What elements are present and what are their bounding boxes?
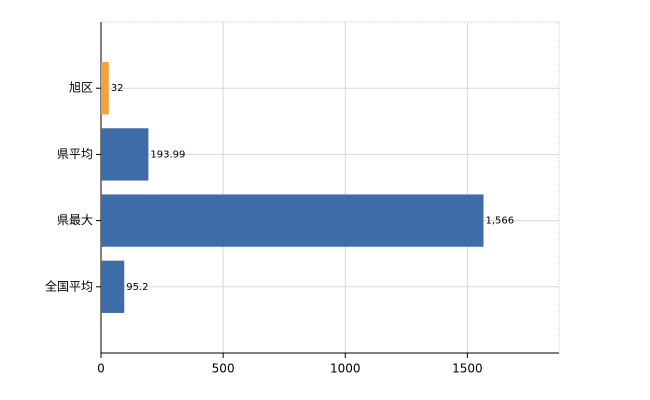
value-label: 1,566	[486, 216, 515, 227]
x-tick-label: 1000	[330, 362, 361, 376]
y-tick-label: 全国平均	[45, 278, 93, 293]
y-tick-label: 旭区	[69, 81, 93, 95]
bar	[101, 260, 125, 313]
bar	[101, 194, 484, 247]
value-label: 32	[111, 83, 124, 94]
x-tick-label: 1500	[452, 362, 483, 376]
value-label: 95.2	[126, 282, 148, 293]
bar	[101, 128, 149, 181]
y-tick-label: 県平均	[57, 147, 93, 161]
x-tick-label: 0	[97, 362, 105, 376]
x-tick-label: 500	[212, 362, 235, 376]
bar	[101, 62, 109, 115]
y-tick-label: 県最大	[57, 213, 93, 227]
value-label: 193.99	[150, 149, 185, 160]
